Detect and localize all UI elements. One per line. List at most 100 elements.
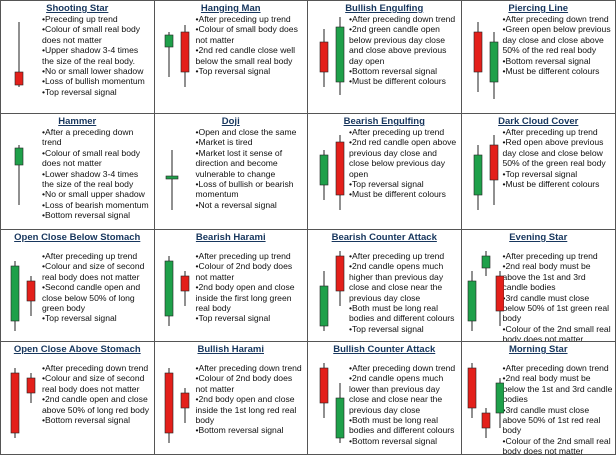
pattern-cell: Bearish Engulfing •After preceding up tre… xyxy=(308,114,462,230)
pattern-cell: Shooting Star •Preceding up trend •Colour … xyxy=(1,1,155,114)
candle-body xyxy=(164,260,173,317)
note-line: •Both must be long real bodies and diffe… xyxy=(349,415,455,436)
note-line: •Must be different colours xyxy=(349,76,446,87)
pattern-title: Bullish Harami xyxy=(197,344,265,355)
pattern-title: Bearish Counter Attack xyxy=(331,232,437,243)
pattern-notes: •After preceding up trend •2nd candle ope… xyxy=(349,251,459,334)
note-line: •Colour of small body does not matter xyxy=(195,24,298,45)
candle-body xyxy=(164,372,173,434)
note-line: •After preceding down trend xyxy=(195,363,302,373)
candle-icon xyxy=(467,251,504,331)
pattern-notes: •After preceding down trend •Green open b… xyxy=(503,14,614,76)
pattern-cell: Morning Star •After preceding down trend •… xyxy=(462,342,616,454)
candle-body xyxy=(335,255,345,292)
note-line: •Bottom reversal signal xyxy=(502,55,591,66)
note-line: •Preceding up trend xyxy=(42,14,118,24)
note-line: •No or small upper shadow xyxy=(42,189,145,200)
note-line: •Bottom reversal signal xyxy=(349,66,438,77)
note-line: •After preceding up trend xyxy=(502,127,598,137)
note-line: •Loss of bearish momentum xyxy=(42,199,149,210)
candle-icon xyxy=(319,135,345,210)
note-line: •Must be different colours xyxy=(502,66,600,77)
candle-body xyxy=(335,26,345,83)
candle-icon xyxy=(10,261,36,331)
note-line: •3rd candle must close below 50% of 1st … xyxy=(502,292,610,324)
note-line: •Bottom reversal signal xyxy=(42,210,131,221)
candle-icon xyxy=(319,251,345,331)
candle-body xyxy=(10,372,20,434)
pattern-title: Bullish Engulfing xyxy=(345,3,424,14)
pattern-cell: Bearish Counter Attack •After preceding u… xyxy=(308,230,462,342)
pattern-notes: •After preceding up trend •Red open above… xyxy=(503,127,614,189)
note-line: •After preceding up trend xyxy=(195,251,291,261)
note-line: •2nd real body must be below the 1st and… xyxy=(502,373,613,405)
note-line: •No or small lower shadow xyxy=(42,66,144,77)
pattern-notes: •After preceding up trend •Colour of smal… xyxy=(196,14,306,76)
candle-icon xyxy=(10,368,36,438)
candle-body xyxy=(10,265,20,322)
pattern-cell: Dark Cloud Cover •After preceding up tren… xyxy=(461,114,615,230)
candle-body xyxy=(335,141,345,196)
note-line: •Colour of 2nd body does not matter xyxy=(195,261,293,282)
note-line: •After preceding up trend xyxy=(349,251,445,261)
note-line: •Lower shadow 3-4 times the size of the … xyxy=(42,168,139,190)
note-line: •Loss of bullish or bearish momentum xyxy=(195,179,294,200)
candle-icon xyxy=(467,363,504,438)
candle-body xyxy=(473,154,482,196)
candle-body xyxy=(481,412,490,429)
note-line: •Top reversal signal xyxy=(42,313,117,324)
pattern-title: Bullish Counter Attack xyxy=(333,344,436,355)
note-line: •Colour of small real body does not matt… xyxy=(42,147,141,169)
note-line: •Colour and size of second real body doe… xyxy=(42,261,145,282)
note-line: •Loss of bullish momentum xyxy=(42,76,145,87)
note-line: •After preceding down trend xyxy=(502,14,609,24)
note-line: •Top reversal signal xyxy=(42,86,117,97)
note-line: •Red open above previous day close and c… xyxy=(502,137,606,169)
pattern-notes: •After preceding down trend •2nd green ca… xyxy=(349,14,459,87)
note-line: •Colour of small real body does not matt… xyxy=(42,24,141,45)
pattern-cell: Piercing Line •After preceding down trend… xyxy=(461,1,615,114)
note-line: •2nd candle opens much lower than previo… xyxy=(349,373,444,415)
candle-body xyxy=(467,280,476,322)
pattern-cell: Bullish Engulfing •After preceding down t… xyxy=(308,1,462,114)
candle-body xyxy=(164,34,173,48)
candle-body xyxy=(14,147,24,166)
note-line: •Top reversal signal xyxy=(349,323,424,334)
candle-body xyxy=(319,41,329,73)
note-line: •Colour of the 2nd small real body does … xyxy=(502,323,611,342)
pattern-cell: Doji •Open and close the same •Market is t… xyxy=(154,114,308,230)
pattern-notes: •After preceding up trend •2nd red candle… xyxy=(349,127,459,200)
note-line: •After preceding up trend xyxy=(42,251,138,261)
note-line: •2nd body open and close inside the 1st … xyxy=(195,394,297,426)
candle-icon xyxy=(164,368,189,443)
note-line: •Upper shadow 3-4 times the size of the … xyxy=(42,45,139,66)
candle-body xyxy=(180,31,189,73)
note-line: •Market is tired xyxy=(195,137,253,148)
candle-body xyxy=(26,377,36,394)
note-line: •Both must be long real bodies and diffe… xyxy=(349,303,455,324)
pattern-title: Open Close Above Stomach xyxy=(13,344,141,355)
note-line: •Must be different colours xyxy=(349,189,446,200)
note-line: •After preceding up trend xyxy=(349,127,445,137)
candle-icon xyxy=(473,22,498,99)
note-line: •Top reversal signal xyxy=(349,179,424,190)
pattern-title: Evening Star xyxy=(509,232,568,243)
candle-body xyxy=(489,41,498,83)
candle-body xyxy=(467,367,476,409)
candle-body xyxy=(335,397,345,439)
note-line: •Bottom reversal signal xyxy=(349,435,438,446)
candle-icon xyxy=(14,145,24,205)
note-line: •2nd real body must be above the 1st and… xyxy=(502,261,591,293)
candle-body xyxy=(489,144,498,181)
candle-icon xyxy=(473,135,498,210)
note-line: •After a preceding down trend xyxy=(42,127,134,148)
note-line: •Colour and size of second real body doe… xyxy=(42,373,145,394)
candle-body xyxy=(180,392,189,409)
pattern-cell: Bullish Harami •After preceding down tren… xyxy=(155,342,308,454)
pattern-title: Hanging Man xyxy=(200,3,261,14)
candle-body xyxy=(473,31,482,73)
pattern-title: Open Close Below Stomach xyxy=(14,232,141,243)
note-line: •Market lost it sense of direction and b… xyxy=(195,147,283,179)
candle-body xyxy=(495,275,504,312)
